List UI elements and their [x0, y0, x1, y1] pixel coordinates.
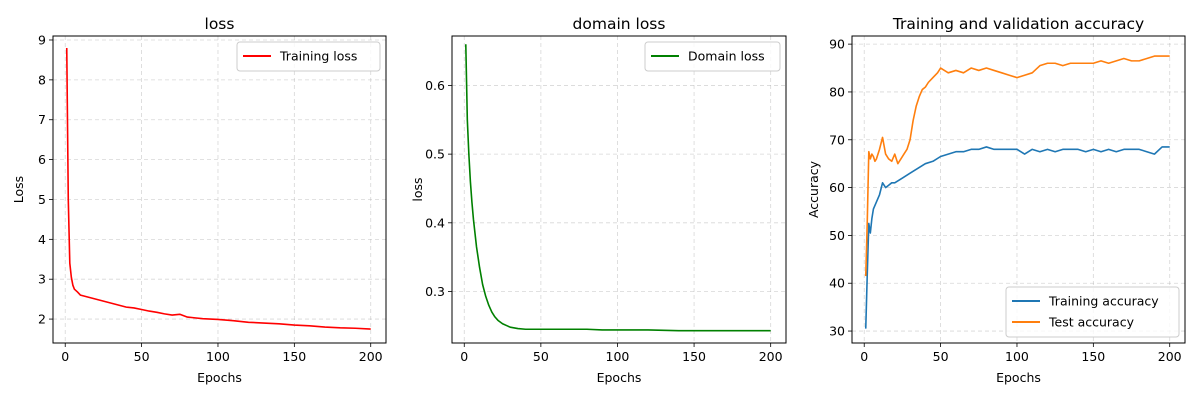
plot-frame — [851, 35, 1186, 344]
legend-label: Training loss — [279, 49, 357, 64]
x-tick-label: 50 — [933, 349, 949, 364]
y-tick-label: 30 — [829, 324, 845, 339]
y-tick-label: 90 — [829, 37, 845, 52]
legend-frame — [1005, 286, 1180, 338]
legend-frame — [236, 41, 381, 72]
x-axis-label: Epochs — [597, 370, 642, 385]
y-tick-label: 0.5 — [425, 147, 445, 162]
plot-frame — [52, 35, 387, 344]
y-tick-label: 3 — [38, 272, 46, 287]
x-tick-label: 200 — [759, 349, 783, 364]
y-tick-label: 0.4 — [425, 215, 445, 230]
chart-panel-1: 0 50 100 150 200 2 3 4 5 6 7 8 9 Epochs Loss loss Traini… — [11, 15, 387, 385]
y-tick-label: 60 — [829, 180, 845, 195]
legend-frame — [644, 41, 781, 72]
legend: Domain loss — [644, 41, 781, 72]
y-tick-label: 5 — [38, 192, 46, 207]
y-axis-label: Accuracy — [806, 160, 821, 218]
y-tick-label: 0.6 — [425, 78, 445, 93]
x-tick-label: 150 — [1081, 349, 1105, 364]
x-tick-label: 0 — [860, 349, 868, 364]
legend-label: Training accuracy — [1048, 294, 1159, 309]
y-tick-label: 9 — [38, 32, 46, 47]
chart-panel-2: 0 50 100 150 200 0.3 0.4 0.5 0.6 Epochs loss domain… — [410, 15, 787, 385]
y-tick-label: 50 — [829, 228, 845, 243]
chart-title: Training and validation accuracy — [892, 15, 1144, 33]
y-axis-label: Loss — [11, 176, 26, 203]
legend-label: Test accuracy — [1048, 315, 1135, 330]
x-axis-label: Epochs — [996, 370, 1041, 385]
x-tick-label: 100 — [1005, 349, 1029, 364]
chart-title: loss — [205, 15, 235, 33]
y-tick-label: 6 — [38, 152, 46, 167]
y-tick-label: 40 — [829, 276, 845, 291]
x-tick-label: 200 — [1158, 349, 1182, 364]
x-tick-label: 150 — [282, 349, 306, 364]
x-tick-label: 100 — [606, 349, 630, 364]
plot-frame — [451, 35, 787, 344]
x-tick-label: 100 — [206, 349, 230, 364]
x-tick-label: 200 — [359, 349, 383, 364]
y-tick-label: 4 — [38, 232, 46, 247]
y-tick-label: 80 — [829, 84, 845, 99]
y-tick-label: 0.3 — [425, 284, 445, 299]
legend-label: Domain loss — [688, 49, 765, 64]
y-tick-label: 70 — [829, 132, 845, 147]
series-line-1 — [65, 47, 371, 330]
series-line-2 — [864, 55, 1170, 277]
x-tick-label: 150 — [682, 349, 706, 364]
y-tick-label: 2 — [38, 312, 46, 327]
x-tick-label: 0 — [61, 349, 69, 364]
series-line-1 — [464, 44, 771, 332]
series-line-1 — [864, 146, 1170, 329]
legend: Training accuracy Test accuracy — [1005, 286, 1180, 338]
y-tick-label: 8 — [38, 72, 46, 87]
x-axis-label: Epochs — [197, 370, 242, 385]
legend: Training loss — [236, 41, 381, 72]
y-tick-label: 7 — [38, 112, 46, 127]
chart-panel-3: 0 50 100 150 200 30 40 50 60 70 80 90 Epochs Accuracy… — [806, 15, 1186, 385]
x-tick-label: 0 — [460, 349, 468, 364]
x-tick-label: 50 — [533, 349, 549, 364]
chart-title: domain loss — [573, 15, 666, 33]
x-tick-label: 50 — [134, 349, 150, 364]
y-axis-label: loss — [410, 177, 425, 201]
